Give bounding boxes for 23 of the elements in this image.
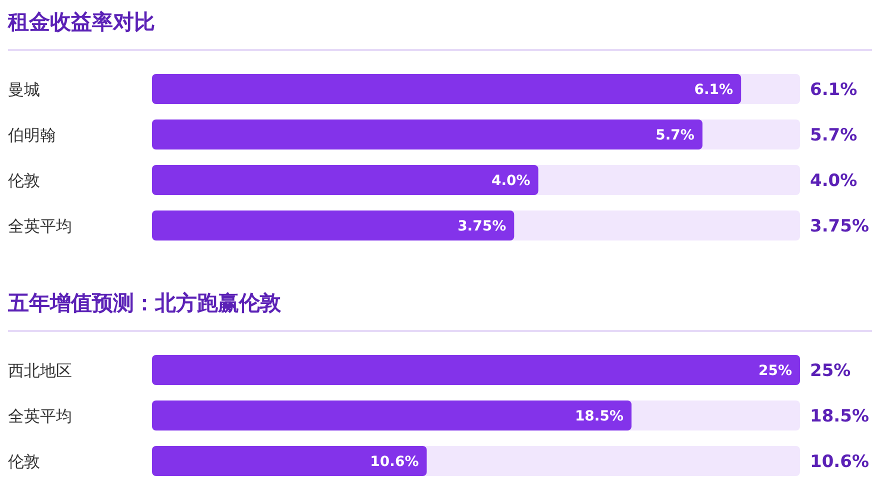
category-label: 全英平均 [8,216,72,236]
text: 18.5% [810,406,869,426]
data-label: 25% [758,363,792,379]
chart-title: 租金收益率对比 [7,10,155,34]
data-label: 4.0% [491,173,530,189]
data-label: 10.6% [370,454,419,470]
data-label: 6.1% [694,82,734,98]
text: 10.6% [810,452,869,472]
data-label: 5.7% [656,128,694,144]
category-label: 伯明翰 [8,126,56,144]
text: 6.1% [810,80,858,100]
category-label: 西北地区 [8,361,72,380]
category-label: 伦敦 [8,452,40,471]
category-label: 曼城 [8,80,40,99]
text: 4.0% [810,171,858,191]
chart-title: 五年增值预测：北方跑赢伦敦 [7,291,282,315]
text: 5.7% [810,126,858,146]
category-label: 全英平均 [8,406,72,426]
category-label: 伦敦 [8,171,40,190]
text: 3.75% [810,216,869,236]
data-label: 3.75% [458,218,506,234]
text: 25% [810,361,851,381]
data-label: 18.5% [574,408,624,424]
